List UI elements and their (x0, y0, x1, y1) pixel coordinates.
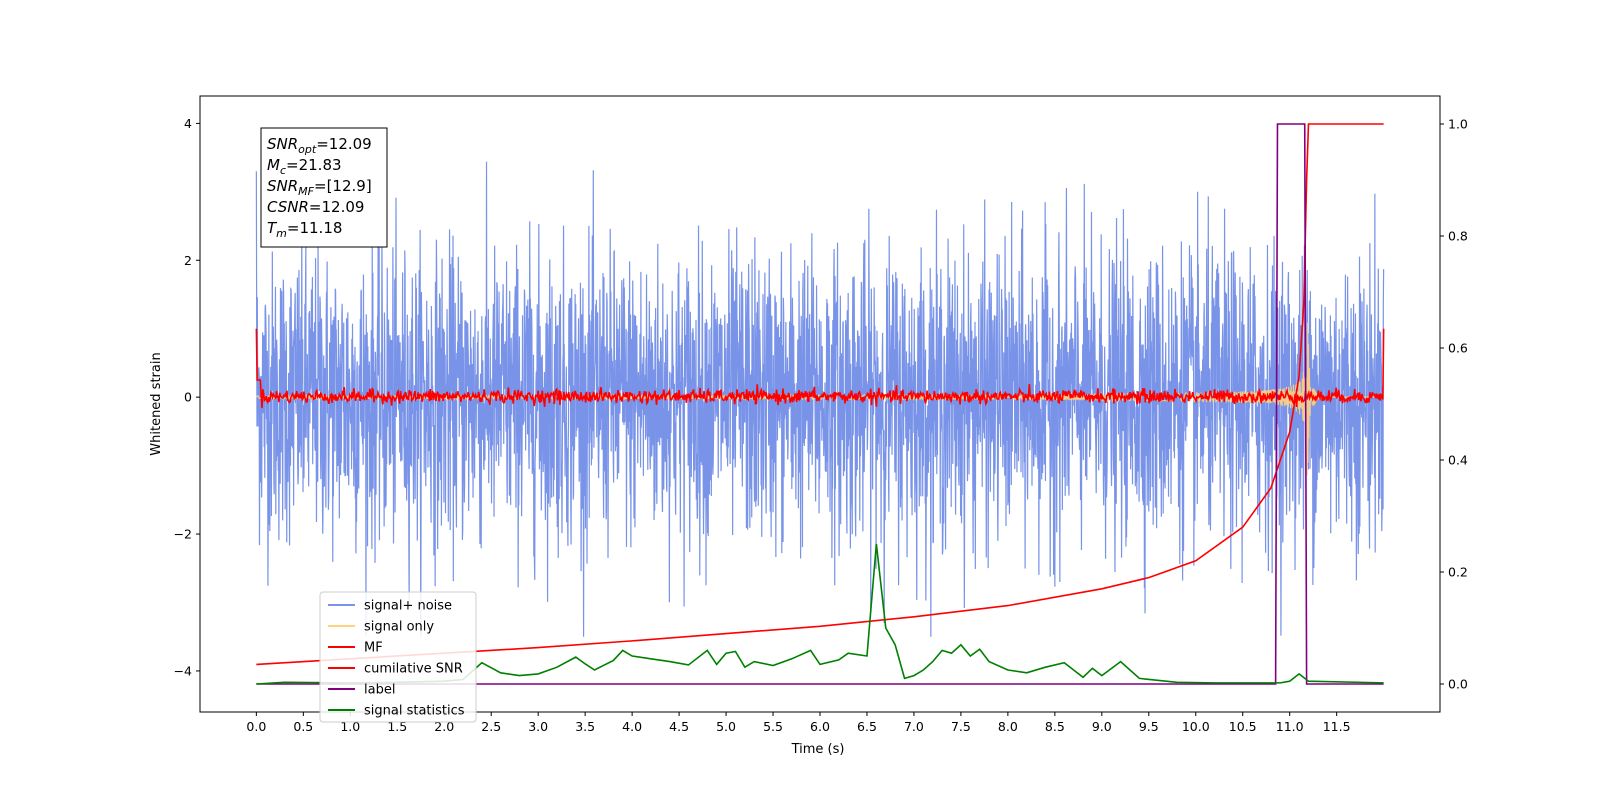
x-tick-label: 0.0 (246, 719, 266, 734)
legend-item-label: signal only (364, 620, 434, 635)
y2-tick-label: 0.8 (1448, 229, 1468, 244)
x-tick-label: 1.5 (387, 719, 407, 734)
y2-tick-label: 0.6 (1448, 341, 1468, 356)
legend-item-label: label (364, 683, 395, 698)
y-axis-right: 0.0 0.2 0.4 0.6 0.8 1.0 (1440, 117, 1468, 692)
x-tick-label: 5.5 (763, 719, 783, 734)
series-signal-statistics (256, 543, 1384, 685)
x-tick-label: 10.5 (1229, 719, 1257, 734)
x-tick-label: 9.5 (1139, 719, 1159, 734)
series-cumulative-snr (256, 123, 1384, 666)
annotation-line: SNRopt=12.09 (267, 135, 372, 156)
legend-item-label: cumilative SNR (364, 662, 463, 677)
x-tick-label: 10.0 (1182, 719, 1210, 734)
y2-tick-label: 0.2 (1448, 565, 1468, 580)
y-tick-label: 0 (184, 390, 192, 405)
y-tick-label: 4 (184, 116, 192, 131)
x-tick-label: 7.0 (904, 719, 924, 734)
x-tick-label: 6.5 (857, 719, 877, 734)
legend-frame (319, 591, 477, 723)
series-signal-noise (255, 161, 1385, 637)
x-tick-label: 3.0 (528, 719, 548, 734)
x-tick-label: 3.5 (575, 719, 595, 734)
y2-tick-label: 1.0 (1448, 117, 1468, 132)
y-axis-left: −4 −2 0 2 4 (174, 116, 200, 678)
annotation-line: SNRMF=[12.9] (267, 177, 372, 198)
annotation-frame (260, 127, 388, 248)
legend-item-label: MF (364, 641, 383, 656)
x-tick-label: 1.0 (340, 719, 360, 734)
x-tick-label: 9.0 (1092, 719, 1112, 734)
y2-tick-label: 0.0 (1448, 677, 1468, 692)
x-tick-label: 2.5 (481, 719, 501, 734)
x-tick-label: 5.0 (716, 719, 736, 734)
annotation-line: CSNR=12.09 (267, 198, 364, 216)
x-tick-label: 6.0 (810, 719, 830, 734)
y-tick-label: −4 (174, 663, 192, 678)
x-tick-label: 8.0 (998, 719, 1018, 734)
parameter-annotation-box: SNRopt=12.09Mc=21.83SNRMF=[12.9]CSNR=12.… (260, 127, 388, 248)
x-tick-label: 4.5 (669, 719, 689, 734)
x-tick-label: 0.5 (293, 719, 313, 734)
y2-tick-label: 0.4 (1448, 453, 1468, 468)
x-tick-label: 11.5 (1323, 719, 1351, 734)
series-mf (255, 328, 1385, 409)
x-tick-label: 11.0 (1276, 719, 1304, 734)
plot-area (255, 123, 1385, 685)
x-tick-label: 4.0 (622, 719, 642, 734)
x-tick-label: 8.5 (1045, 719, 1065, 734)
y-axis-label: Whitened strain (149, 352, 164, 455)
y-tick-label: 2 (184, 253, 192, 268)
x-axis: 0.0 0.5 1.0 1.5 2.0 2.5 3.0 3.5 4.0 4.5 5.0 5.5 6.0 6… (246, 712, 1351, 734)
annotation-line: Mc=21.83 (267, 156, 342, 177)
x-axis-label: Time (s) (791, 742, 845, 757)
y-tick-label: −2 (174, 527, 192, 542)
legend-item-label: signal statistics (364, 704, 465, 719)
legend: signal+ noise signal only MF cumilative SNR… (319, 591, 477, 723)
legend-item-label: signal+ noise (364, 599, 452, 614)
x-tick-label: 7.5 (951, 719, 971, 734)
series-label (256, 123, 1384, 685)
x-tick-label: 2.0 (434, 719, 454, 734)
annotation-line: Tm=11.18 (267, 219, 342, 240)
